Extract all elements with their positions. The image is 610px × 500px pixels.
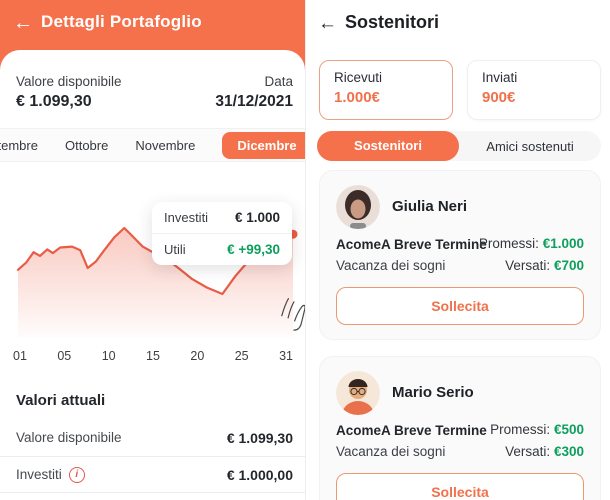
supporter-name: Mario Serio bbox=[392, 384, 474, 401]
supporter-card: Mario Serio AcomeA Breve Termine Vacanza… bbox=[319, 356, 601, 500]
chart-area-fill bbox=[18, 228, 293, 337]
tooltip-investiti-value: € 1.000 bbox=[234, 210, 280, 225]
row-value: € 1.099,30 bbox=[226, 429, 293, 446]
back-arrow-icon[interactable]: ← bbox=[13, 12, 33, 34]
back-arrow-icon[interactable]: ← bbox=[318, 13, 337, 34]
paid-label: Versati: bbox=[505, 258, 551, 273]
tooltip-utili-value: € +99,30 bbox=[227, 242, 280, 257]
portfolio-detail-screen: ← Dettagli Portafoglio Valore disponibil… bbox=[0, 0, 305, 493]
row-valore-disponibile: Valore disponibile € 1.099,30 bbox=[0, 419, 305, 456]
date-value: 31/12/2021 bbox=[215, 93, 293, 110]
sent-label: Inviati bbox=[482, 70, 518, 85]
tab-sostenitori[interactable]: Sostenitori bbox=[317, 131, 459, 161]
paid-label: Versati: bbox=[505, 444, 551, 459]
sollecita-button[interactable]: Sollecita bbox=[336, 287, 584, 325]
tooltip-investiti-label: Investiti bbox=[164, 210, 209, 225]
x-tick: 31 bbox=[279, 349, 293, 363]
tab-ottobre[interactable]: Ottobre bbox=[64, 137, 109, 153]
date-label: Data bbox=[264, 74, 293, 89]
goal-name: Vacanza dei sogni bbox=[336, 444, 446, 459]
promised-value: €1.000 bbox=[542, 236, 584, 251]
row-investiti: Investiti i € 1.000,00 bbox=[0, 456, 305, 493]
available-value-label: Valore disponibile bbox=[16, 74, 122, 89]
screen-divider bbox=[305, 0, 306, 500]
promised-label: Promessi: bbox=[490, 422, 551, 437]
supporter-card: Giulia Neri AcomeA Breve Termine Vacanza… bbox=[319, 170, 601, 340]
row-value: € 1.000,00 bbox=[226, 466, 293, 483]
current-values-heading: Valori attuali bbox=[16, 392, 106, 409]
swipe-hand-icon bbox=[275, 288, 305, 345]
chart-tooltip: Investiti € 1.000 Utili € +99,30 bbox=[152, 202, 292, 265]
row-label: Valore disponibile bbox=[16, 430, 122, 445]
x-tick: 20 bbox=[190, 349, 205, 363]
x-tick: 05 bbox=[57, 349, 72, 363]
page-title: Dettagli Portafoglio bbox=[41, 12, 202, 31]
tab-settembre[interactable]: Settembre bbox=[0, 137, 38, 153]
received-label: Ricevuti bbox=[334, 70, 383, 85]
paid-value: €300 bbox=[553, 444, 584, 459]
tab-novembre[interactable]: Novembre bbox=[135, 137, 196, 153]
x-tick: 15 bbox=[146, 349, 160, 363]
avatar bbox=[336, 185, 380, 229]
promised-value: €500 bbox=[553, 422, 584, 437]
x-tick: 25 bbox=[234, 349, 249, 363]
page-title: Sostenitori bbox=[345, 12, 440, 32]
sollecita-button[interactable]: Sollecita bbox=[336, 473, 584, 500]
month-tab-bar: Settembre Ottobre Novembre Dicembre bbox=[0, 128, 305, 162]
chart-x-axis: 01 05 10 15 20 25 31 bbox=[0, 349, 305, 363]
sent-card[interactable]: Inviati 900€ bbox=[467, 60, 601, 120]
chart-line bbox=[16, 226, 295, 296]
received-card[interactable]: Ricevuti 1.000€ bbox=[319, 60, 453, 120]
available-value-amount: € 1.099,30 bbox=[16, 93, 92, 110]
tab-dicembre-selected[interactable]: Dicembre bbox=[222, 131, 305, 159]
info-icon[interactable]: i bbox=[68, 466, 85, 483]
x-tick: 01 bbox=[13, 349, 27, 363]
paid-value: €700 bbox=[553, 258, 584, 273]
fund-name: AcomeA Breve Termine bbox=[336, 423, 487, 438]
goal-name: Vacanza dei sogni bbox=[336, 258, 446, 273]
supporters-segmented-control: Sostenitori Amici sostenuti bbox=[317, 131, 601, 161]
supporters-screen: ← Sostenitori Ricevuti 1.000€ Inviati 90… bbox=[306, 0, 610, 500]
tab-amici-sostenuti[interactable]: Amici sostenuti bbox=[486, 138, 574, 154]
tooltip-utili-label: Utili bbox=[164, 242, 186, 257]
supporter-name: Giulia Neri bbox=[392, 198, 468, 215]
x-tick: 10 bbox=[101, 349, 116, 363]
promised-label: Promessi: bbox=[478, 236, 539, 251]
avatar bbox=[336, 371, 380, 415]
fund-name: AcomeA Breve Termine bbox=[336, 237, 487, 252]
row-label: Investiti bbox=[16, 467, 62, 482]
received-value: 1.000€ bbox=[334, 89, 380, 106]
sent-value: 900€ bbox=[482, 89, 516, 106]
